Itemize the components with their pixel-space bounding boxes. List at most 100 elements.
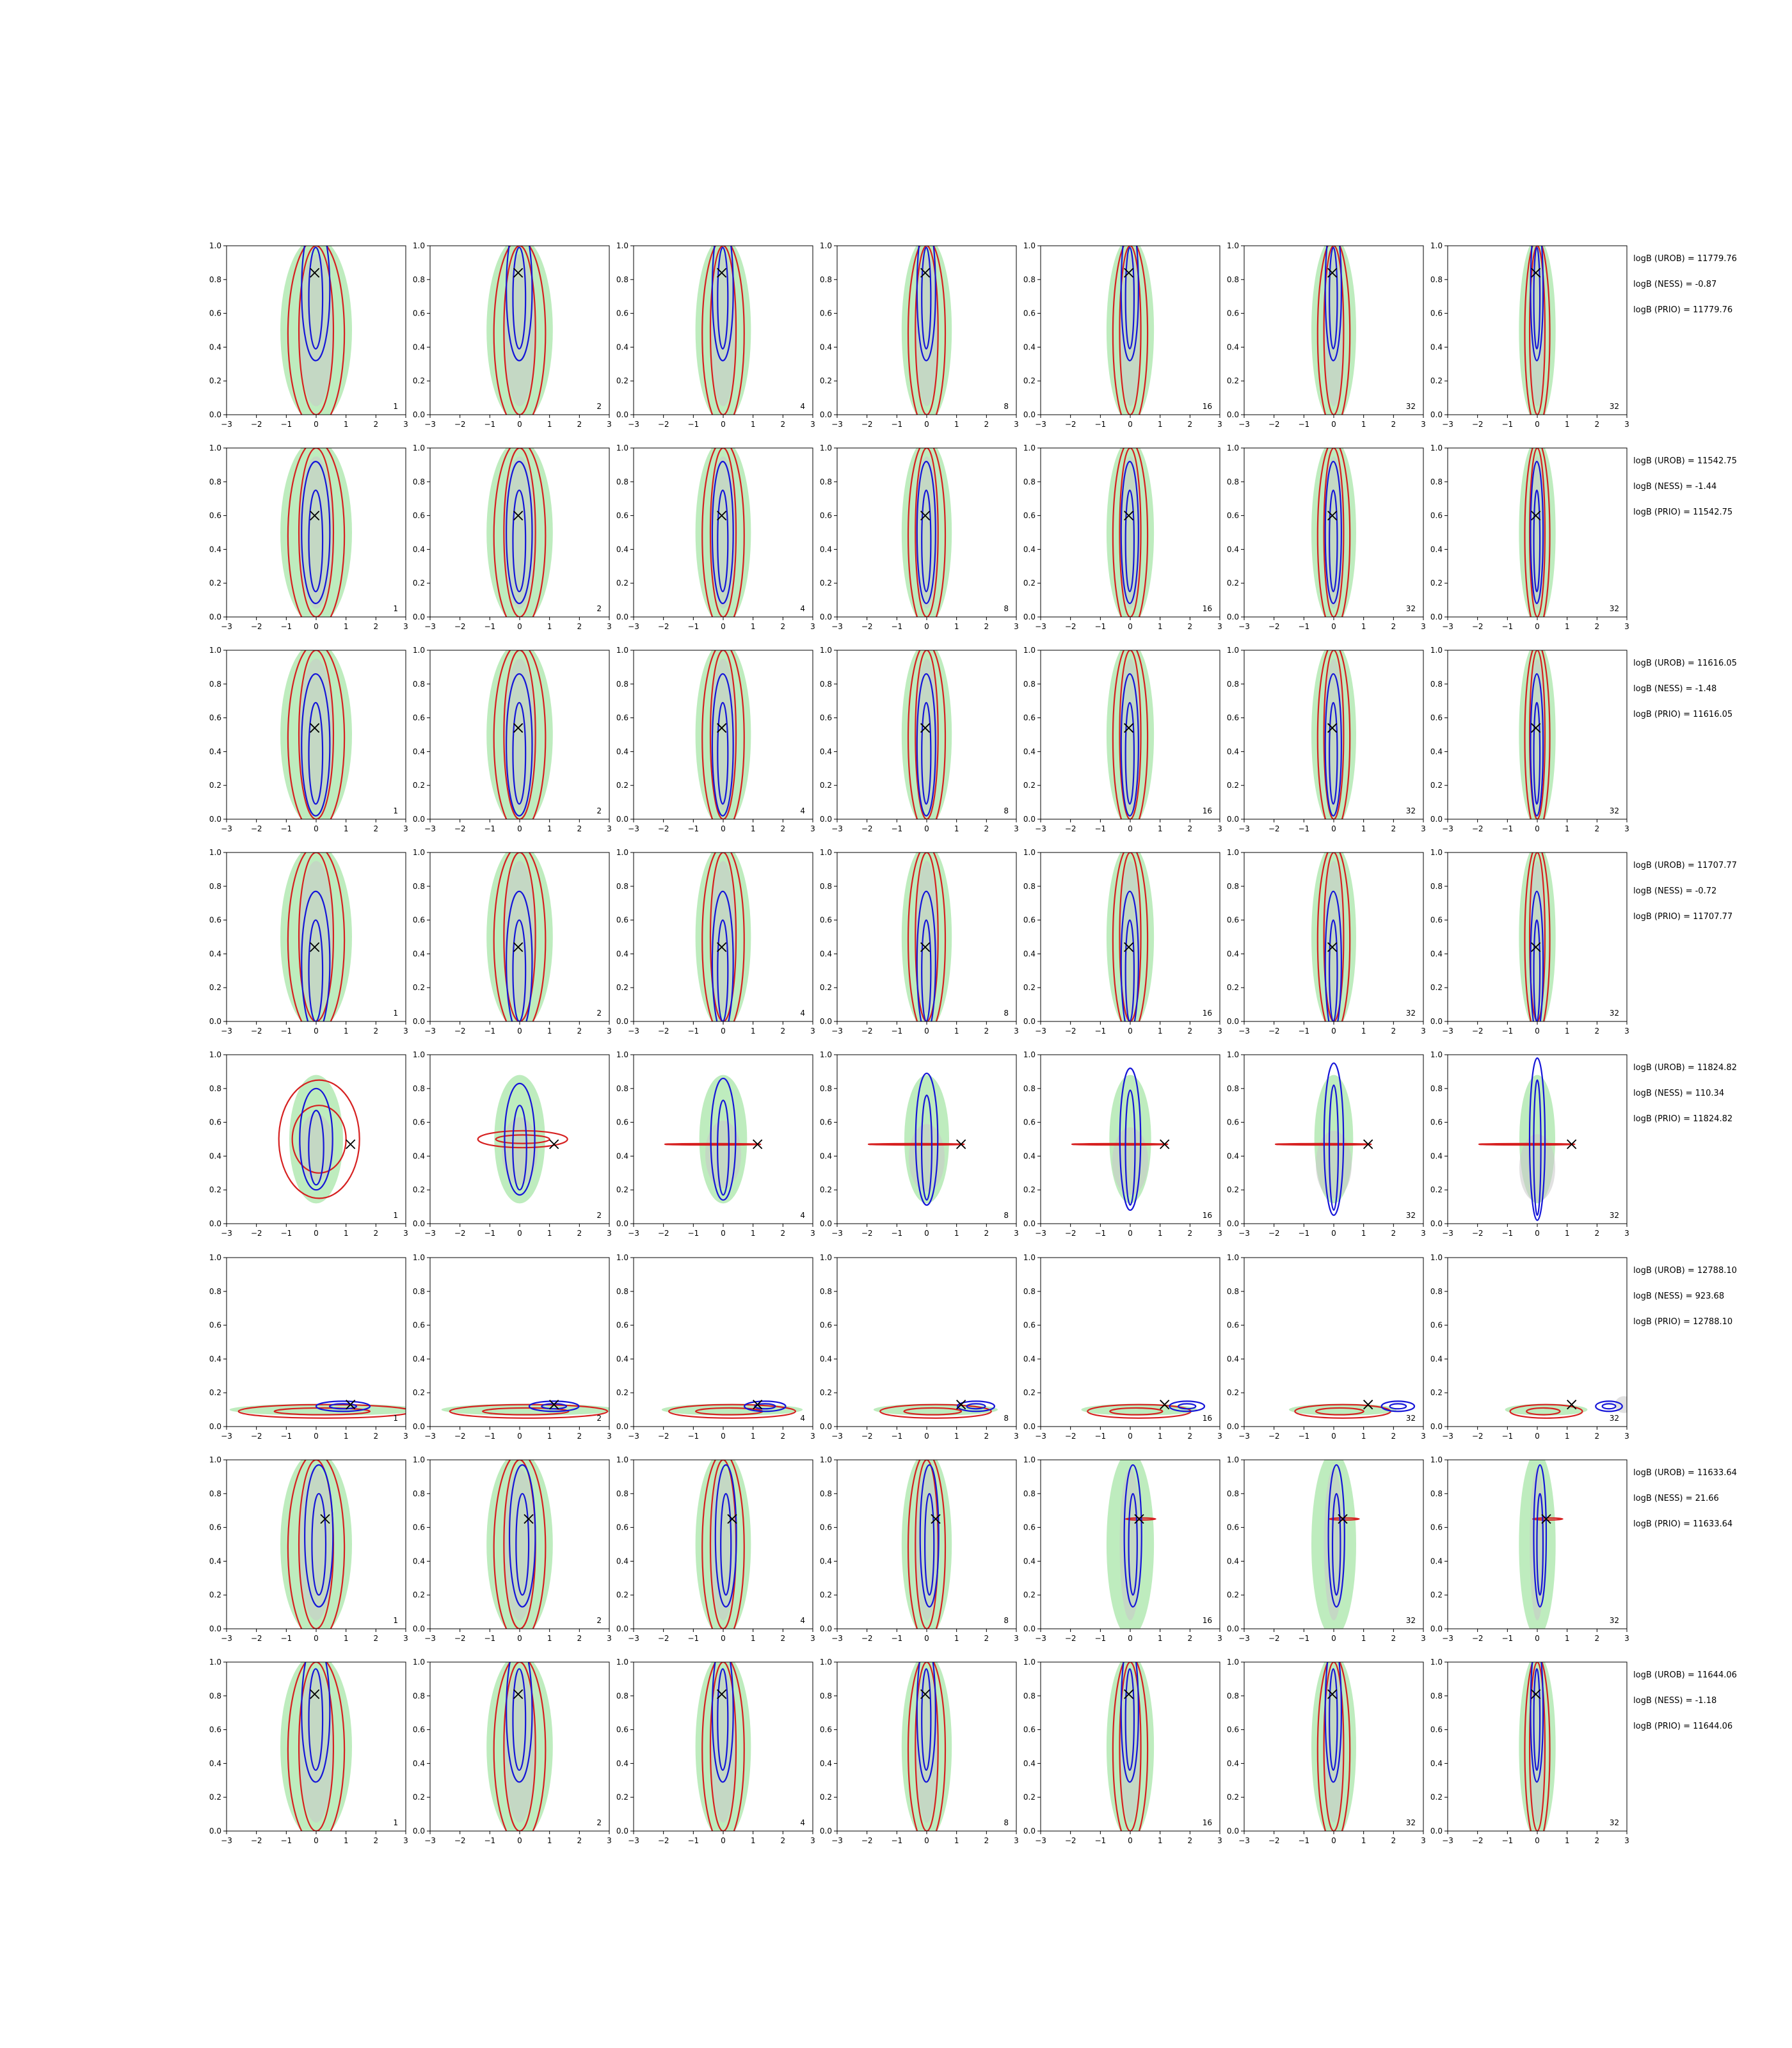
y-tick-label: 0.4 [413, 1759, 425, 1768]
x-tick-label: 1 [1361, 1432, 1366, 1441]
panel-corner-label: 32 [1610, 806, 1619, 815]
panel-r8-c6: −3 −2 −1 0 1 2 3 0.0 0.2 0.4 0.6 0.8 1.0 32 [1227, 1658, 1426, 1845]
y-tick-label: 0.0 [616, 1827, 628, 1836]
y-tick-label: 0.4 [209, 1151, 221, 1160]
panel-corner-label: 8 [1004, 402, 1009, 411]
x-tick-label: −1 [1094, 1432, 1106, 1441]
y-tick-label: 1.0 [1430, 1658, 1443, 1667]
x-tick-label: 1 [954, 824, 959, 833]
y-tick-label: 0.0 [209, 612, 221, 621]
gray-region-1 [504, 456, 536, 609]
panel-corner-label: 16 [1203, 1414, 1212, 1423]
y-tick-label: 0.4 [1227, 949, 1239, 958]
red-contour-2 [709, 448, 737, 617]
panel-corner-label: 8 [1004, 1818, 1009, 1827]
panel-corner-label: 2 [596, 1009, 602, 1018]
x-tick-label: −2 [658, 1027, 669, 1036]
true-value-marker [1124, 268, 1134, 278]
x-tick-label: 0 [721, 1027, 726, 1036]
y-tick-label: 0.4 [820, 342, 832, 351]
y-tick-label: 1.0 [820, 646, 832, 655]
blue-contour-1 [1324, 461, 1342, 604]
x-tick-label: 0 [1535, 1836, 1540, 1845]
x-tick-label: 1 [751, 824, 756, 833]
blue-contour-1 [710, 1077, 737, 1201]
x-tick-label: −1 [280, 824, 292, 833]
blue-contour-1 [528, 1400, 580, 1412]
panel-contours [1519, 852, 1556, 1021]
x-tick-label: −1 [1298, 824, 1309, 833]
blue-contour-2 [1536, 1492, 1544, 1596]
x-tick-label: −2 [1268, 420, 1280, 429]
blue-contour-2 [308, 489, 324, 593]
panel-contours [486, 852, 553, 1021]
x-tick-label: −2 [658, 420, 669, 429]
row-1-note-2: logB (NESS) = -0.87 [1633, 280, 1716, 289]
x-tick-label: −2 [861, 1229, 873, 1238]
red-contour-1 [701, 448, 745, 617]
blue-contour-1 [1530, 1662, 1544, 1783]
x-tick-label: −3 [628, 1836, 639, 1845]
blue-contour-2 [311, 1492, 327, 1596]
y-tick-label: 0.4 [209, 1556, 221, 1565]
y-tick-label: 0.0 [820, 1827, 832, 1836]
panel-corner-label: 2 [596, 1616, 602, 1625]
x-tick-label: −2 [1472, 1432, 1484, 1441]
x-tick-label: 1 [547, 420, 552, 429]
y-tick-label: 1.0 [820, 1253, 832, 1262]
x-tick-label: 0 [517, 1027, 522, 1036]
blue-contour-2 [1124, 1089, 1136, 1206]
y-tick-label: 0.0 [1430, 410, 1443, 419]
x-tick-label: 0 [721, 1229, 726, 1238]
x-tick-label: −3 [1238, 1836, 1250, 1845]
x-tick-label: 2 [374, 1027, 379, 1036]
blue-contour-2 [1124, 919, 1135, 1021]
x-tick-label: 1 [751, 1432, 756, 1441]
x-tick-label: 1 [1361, 420, 1366, 429]
y-tick-label: 1.0 [1023, 241, 1036, 250]
x-tick-label: 3 [403, 1027, 408, 1036]
y-tick-label: 0.0 [1227, 815, 1239, 824]
x-tick-label: 3 [810, 420, 815, 429]
panel-contours [229, 1400, 406, 1419]
panel-r1-c4: −3 −2 −1 0 1 2 3 0.0 0.2 0.4 0.6 0.8 1.0 8 [820, 241, 1019, 429]
y-tick-label: 0.8 [820, 275, 832, 284]
y-tick-label: 0.0 [616, 612, 628, 621]
x-tick-label: 3 [607, 1634, 612, 1643]
x-tick-label: 2 [781, 1634, 786, 1643]
x-tick-label: 1 [751, 420, 756, 429]
y-tick-label: 0.0 [1430, 1827, 1443, 1836]
panel-corner-label: 32 [1406, 1818, 1416, 1827]
x-tick-label: −3 [221, 622, 232, 631]
red-contour-1 [907, 650, 947, 819]
panel-contours [1311, 852, 1356, 1021]
true-value-marker [320, 1514, 330, 1524]
true-value-marker [727, 1514, 737, 1524]
y-tick-label: 0.8 [1023, 680, 1036, 689]
y-tick-label: 1.0 [413, 1050, 425, 1059]
x-tick-label: −2 [861, 824, 873, 833]
y-tick-label: 0.6 [616, 1118, 628, 1127]
x-tick-label: −3 [1238, 1432, 1250, 1441]
y-tick-label: 0.8 [1227, 882, 1239, 891]
x-tick-label: −3 [1035, 1432, 1046, 1441]
blue-contour-2 [921, 246, 932, 350]
y-tick-label: 0.2 [1227, 781, 1239, 790]
panel-corner-label: 32 [1610, 1414, 1619, 1423]
axes-frame [1447, 1257, 1628, 1427]
y-tick-label: 0.2 [1430, 579, 1443, 588]
x-tick-label: 1 [547, 1432, 552, 1441]
red-contour-1 [1274, 1142, 1372, 1146]
x-tick-label: 3 [607, 622, 612, 631]
gray-region-1 [299, 456, 333, 609]
x-tick-label: −3 [1442, 1634, 1453, 1643]
blue-contour-1 [315, 1400, 371, 1412]
blue-contour-2 [1329, 1668, 1338, 1772]
x-tick-label: 2 [1188, 1229, 1193, 1238]
x-tick-label: 1 [751, 1836, 756, 1845]
y-tick-label: 1.0 [820, 241, 832, 250]
y-tick-label: 0.6 [413, 1523, 425, 1532]
x-tick-label: 3 [1014, 1027, 1019, 1036]
blue-contour-1 [1120, 246, 1139, 362]
x-tick-label: −1 [687, 1229, 699, 1238]
